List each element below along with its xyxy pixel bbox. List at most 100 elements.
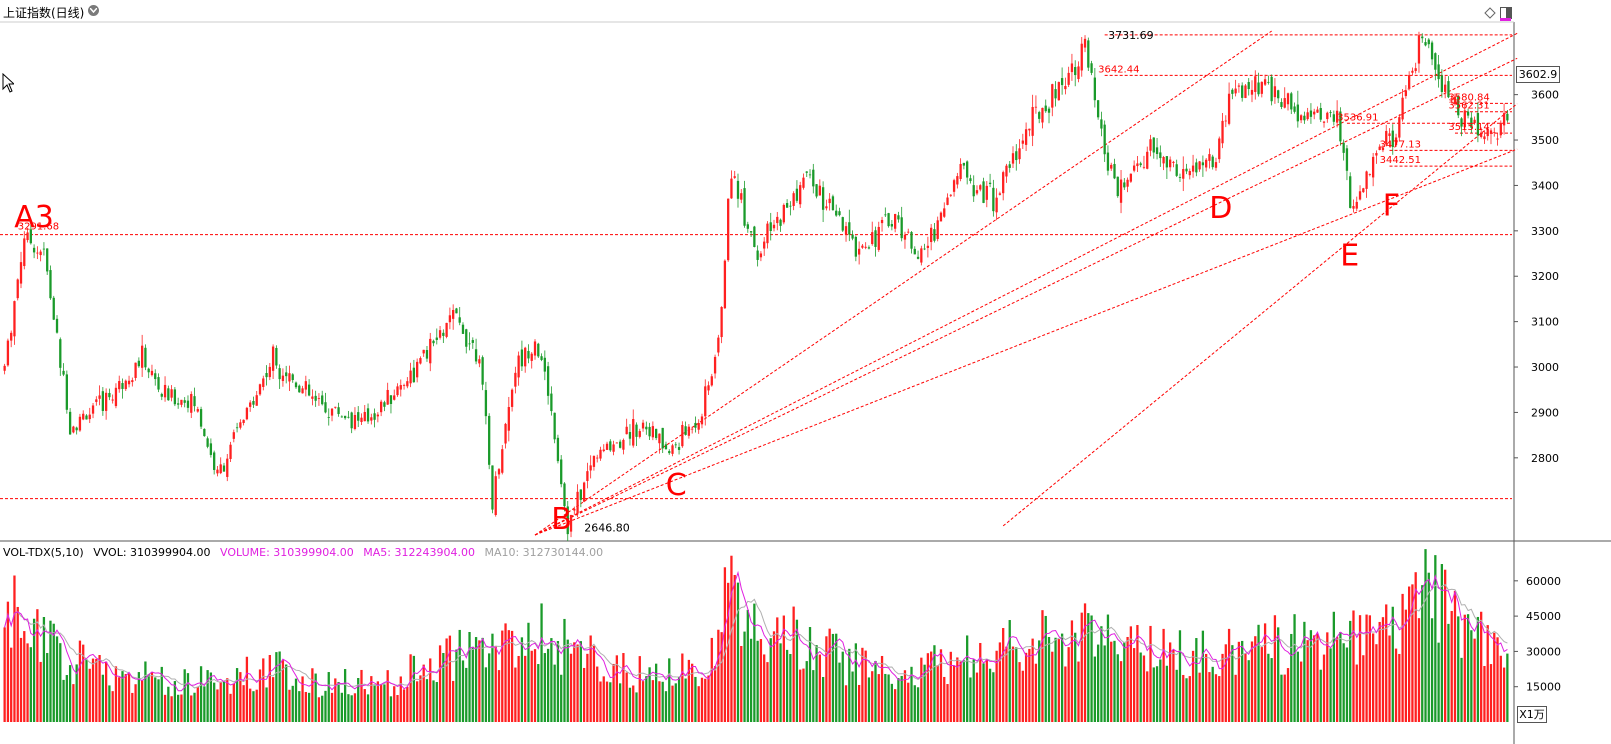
volume-bar bbox=[78, 640, 82, 722]
volume-bar bbox=[497, 670, 501, 722]
volume-bar bbox=[537, 664, 540, 722]
volume-bar bbox=[396, 695, 399, 722]
volume-bar bbox=[825, 636, 828, 722]
candle-body bbox=[461, 324, 465, 334]
candle-body bbox=[795, 188, 799, 201]
volume-bar bbox=[582, 667, 586, 722]
candle-body bbox=[782, 204, 785, 223]
volume-bar bbox=[1277, 627, 1280, 722]
candle-body bbox=[766, 223, 769, 244]
price-label: 2646.80 bbox=[584, 521, 630, 534]
volume-bar bbox=[864, 650, 867, 722]
volume-bar bbox=[1031, 638, 1034, 722]
candle-body bbox=[167, 388, 170, 401]
candle-body bbox=[749, 231, 753, 233]
candle-body bbox=[121, 383, 124, 389]
candle-body bbox=[988, 182, 992, 184]
volume-bar bbox=[589, 635, 592, 722]
volume-bar bbox=[651, 680, 655, 722]
volume-bar bbox=[802, 668, 805, 722]
horizontal-lines bbox=[0, 34, 1512, 500]
volume-bar bbox=[1496, 637, 1499, 722]
candle-body bbox=[101, 391, 105, 411]
candle-body bbox=[26, 232, 29, 241]
volume-bar bbox=[177, 694, 180, 722]
volume-bar bbox=[314, 673, 317, 722]
volume-bar bbox=[1113, 640, 1116, 722]
volume-bar bbox=[144, 661, 147, 722]
candle-body bbox=[481, 357, 484, 385]
volume-bar bbox=[556, 641, 560, 722]
candle-body bbox=[1057, 82, 1060, 101]
volume-bar bbox=[776, 617, 779, 722]
price-label: 3580.84 bbox=[1448, 92, 1489, 103]
volume-bar bbox=[920, 657, 923, 722]
volume-bar bbox=[1172, 649, 1175, 722]
volume-bar bbox=[1250, 641, 1254, 722]
candle-body bbox=[1191, 165, 1195, 172]
candle-body bbox=[229, 444, 232, 459]
candle-body bbox=[1146, 151, 1149, 169]
candle-body bbox=[1038, 112, 1041, 119]
candle-body bbox=[52, 297, 55, 320]
volume-bar bbox=[36, 609, 39, 722]
annotation-label: E bbox=[1340, 239, 1359, 274]
volume-bar bbox=[1290, 633, 1293, 722]
volume-bar bbox=[763, 654, 766, 722]
volume-bar bbox=[1326, 632, 1329, 722]
chart-header: 上证指数(日线) bbox=[0, 0, 1611, 22]
volume-bar bbox=[527, 622, 530, 722]
volume-bar bbox=[1430, 618, 1434, 722]
volume-bar bbox=[1424, 549, 1427, 722]
volume-bar bbox=[759, 639, 763, 722]
candle-body bbox=[1394, 137, 1398, 146]
candle-body bbox=[537, 343, 540, 357]
candle-body bbox=[298, 385, 301, 393]
volume-bar bbox=[167, 686, 170, 722]
candle-body bbox=[1309, 110, 1313, 117]
chevron-down-icon[interactable] bbox=[88, 5, 99, 16]
volume-bar bbox=[1054, 637, 1057, 722]
volume-bar bbox=[334, 678, 337, 722]
volume-bar bbox=[969, 677, 972, 722]
volume-bar bbox=[337, 681, 340, 722]
volume-bar bbox=[458, 629, 461, 722]
volume-bar bbox=[1070, 620, 1074, 722]
volume-bar bbox=[638, 656, 641, 722]
diamond-icon[interactable] bbox=[1484, 4, 1496, 19]
volume-bar bbox=[1394, 648, 1398, 722]
candle-body bbox=[674, 444, 677, 446]
volume-indicator-name[interactable]: VOL-TDX(5,10) bbox=[3, 546, 84, 559]
volume-bar bbox=[1368, 615, 1372, 722]
candle-body bbox=[668, 451, 671, 454]
candle-body bbox=[1044, 105, 1047, 112]
candle-body bbox=[1326, 112, 1329, 120]
candle-body bbox=[98, 395, 101, 399]
volume-bar bbox=[596, 666, 599, 722]
candle-body bbox=[530, 353, 533, 361]
candle-body bbox=[907, 231, 910, 233]
volume-bar bbox=[321, 695, 324, 722]
candle-body bbox=[193, 396, 196, 407]
volume-bar bbox=[956, 657, 959, 722]
volume-bar bbox=[402, 689, 406, 722]
volume-bar bbox=[1067, 647, 1070, 722]
candle-body bbox=[995, 197, 998, 213]
candle-body bbox=[1090, 63, 1093, 73]
candle-body bbox=[370, 417, 373, 421]
volume-bar bbox=[740, 645, 743, 722]
candle-body bbox=[710, 376, 713, 386]
candle-body bbox=[1378, 146, 1381, 150]
candle-body bbox=[419, 358, 422, 364]
candle-body bbox=[6, 340, 10, 366]
volume-bar bbox=[1375, 644, 1378, 722]
volume-bar bbox=[62, 679, 65, 722]
panel-toggle-icon[interactable] bbox=[1500, 4, 1512, 19]
candle-body bbox=[982, 181, 985, 203]
candle-body bbox=[180, 399, 183, 405]
volume-bar bbox=[674, 683, 677, 722]
volume-bar bbox=[884, 673, 887, 722]
candle-body bbox=[903, 234, 907, 240]
candle-body bbox=[1286, 93, 1290, 105]
